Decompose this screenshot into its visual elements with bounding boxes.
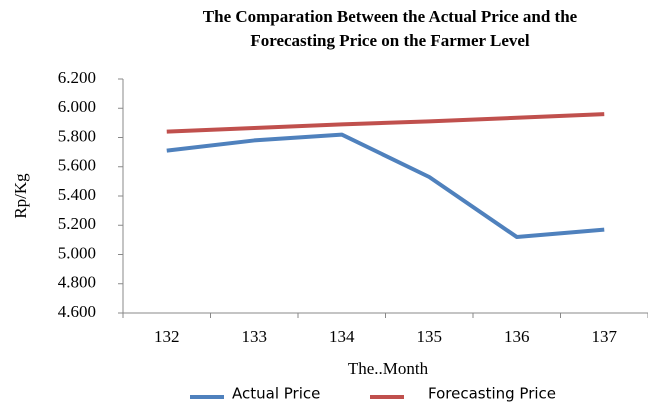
y-tick-label: 5.800 xyxy=(58,126,96,145)
chart-title: Forecasting Price on the Farmer Level xyxy=(250,31,530,50)
x-tick-label: 137 xyxy=(592,327,618,346)
y-tick-label: 5.400 xyxy=(58,185,96,204)
line-series xyxy=(166,112,605,134)
chart-title: The Comparation Between the Actual Price… xyxy=(203,7,578,26)
legend-label: Forecasting Price xyxy=(428,385,556,403)
x-axis-label: The..Month xyxy=(348,359,429,378)
x-tick-label: 135 xyxy=(417,327,443,346)
x-tick-label: 132 xyxy=(154,327,180,346)
y-tick-label: 6.200 xyxy=(58,68,96,87)
x-tick-label: 133 xyxy=(242,327,268,346)
y-tick-label: 6.000 xyxy=(58,97,96,116)
legend-label: Actual Price xyxy=(232,385,320,403)
y-tick-label: 5.200 xyxy=(58,214,96,233)
y-tick-label: 4.600 xyxy=(58,302,96,321)
x-tick-label: 136 xyxy=(504,327,530,346)
y-tick-label: 5.600 xyxy=(58,156,96,175)
line-series xyxy=(166,132,605,239)
y-axis-label: Rp/Kg xyxy=(11,173,30,219)
y-tick-label: 4.800 xyxy=(58,273,96,292)
y-tick-label: 5.000 xyxy=(58,243,96,262)
x-tick-label: 134 xyxy=(329,327,355,346)
